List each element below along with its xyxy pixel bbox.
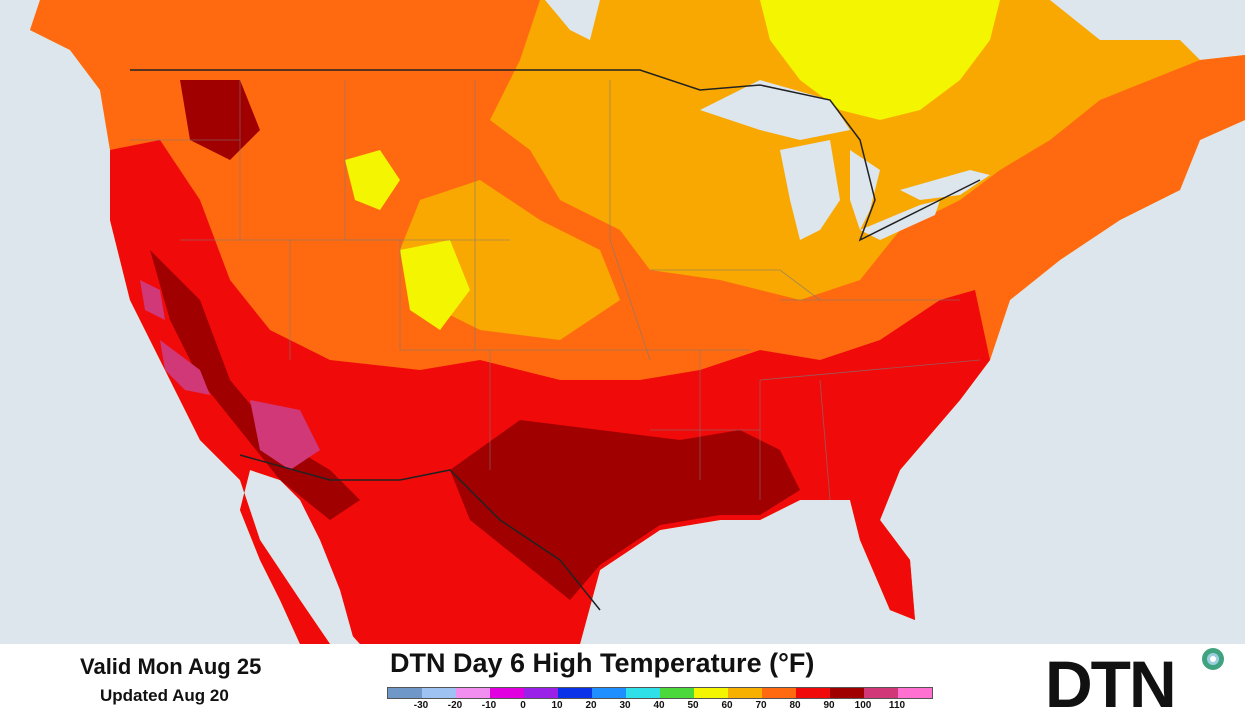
us-canada-border [130,69,981,242]
legend-swatch [422,688,456,698]
legend-swatch [864,688,898,698]
us-mexico-border [239,454,601,611]
legend-tick-label: 40 [653,700,665,711]
zone-60s-rockies [345,150,470,330]
temperature-legend-bar [387,687,933,699]
hudson-bay [545,0,600,40]
dtn-logo-text: DTN [1045,647,1177,721]
legend-tick-label: -10 [481,700,497,711]
legend-tick-label: 70 [755,700,767,711]
legend-tick-label: 0 [520,700,526,711]
legend-swatch [592,688,626,698]
legend-tick-label: 50 [687,700,699,711]
temperature-legend-labels: -30 -20 -10 0 10 20 30 40 50 60 70 80 90 100 110 [387,700,947,714]
legend-tick-label: 80 [789,700,801,711]
footer-bar: Valid Mon Aug 25 Updated Aug 20 DTN Day … [0,644,1245,724]
legend-tick-label: 100 [854,700,872,711]
zone-110s [140,280,320,470]
legend-tick-label: 60 [721,700,733,711]
legend-swatch [728,688,762,698]
zone-60s-ontario [760,0,1000,120]
legend-swatch [626,688,660,698]
legend-tick-label: -30 [413,700,429,711]
legend-swatch [524,688,558,698]
state-lines [130,80,981,501]
updated-date-label: Updated Aug 20 [100,686,229,705]
legend-tick-label: 90 [823,700,835,711]
zone-100s [150,80,800,600]
legend-tick-label: 110 [888,700,906,711]
legend-swatch [762,688,796,698]
legend-swatch [388,688,422,698]
legend-swatch [456,688,490,698]
legend-swatch [830,688,864,698]
map-title: DTN Day 6 High Temperature (°F) [390,648,815,678]
legend-swatch [558,688,592,698]
dtn-logo-dot-icon [1202,648,1224,670]
legend-swatch [898,688,932,698]
legend-swatch [660,688,694,698]
gulf-of-california [278,480,355,644]
legend-tick-label: 30 [619,700,631,711]
legend-swatch [490,688,524,698]
legend-tick-label: -20 [447,700,463,711]
legend-swatch [796,688,830,698]
temperature-map [0,0,1245,644]
great-lakes [700,80,990,240]
legend-swatch [694,688,728,698]
valid-date-label: Valid Mon Aug 25 [80,654,262,679]
legend-tick-label: 20 [585,700,597,711]
legend-tick-label: 10 [551,700,563,711]
